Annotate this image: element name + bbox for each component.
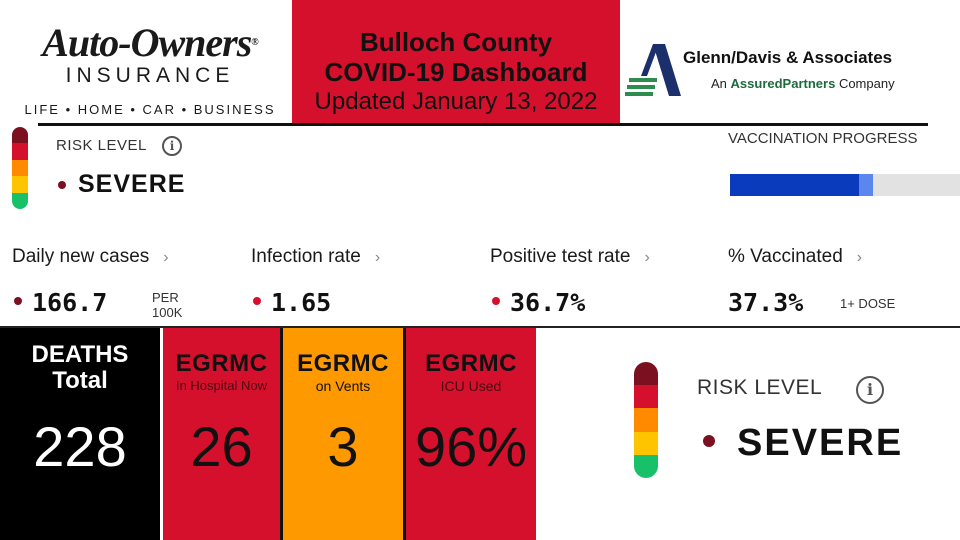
- auto-owners-insurance-text: INSURANCE: [65, 64, 235, 87]
- metric-percent-vaccinated[interactable]: % Vaccinated › 37.3% 1+ DOSE: [728, 246, 895, 317]
- metric-value: 166.7: [32, 288, 108, 317]
- risk-scale-segment: [12, 176, 28, 193]
- icu-value: 96%: [414, 415, 528, 478]
- risk-dot: [703, 434, 715, 447]
- info-icon[interactable]: i: [162, 136, 182, 156]
- metric-value: 36.7%: [510, 288, 586, 317]
- header-divider: [38, 123, 928, 126]
- metric-name: Infection rate: [251, 246, 361, 267]
- title-dashboard: COVID-19 Dashboard: [324, 57, 588, 87]
- risk-level-label-large: RISK LEVEL: [697, 376, 823, 399]
- risk-scale-segment: [634, 362, 658, 386]
- risk-scale-segment: [634, 454, 658, 478]
- deaths-value: 228: [33, 415, 127, 478]
- tile-divider: [280, 328, 283, 540]
- metric-dot: [14, 297, 22, 305]
- updated-date: Updated January 13, 2022: [314, 88, 598, 115]
- chevron-right-icon: ›: [374, 249, 381, 266]
- risk-level-label: RISK LEVEL: [56, 137, 147, 154]
- metric-name: % Vaccinated: [728, 246, 843, 267]
- vaccination-progress-label: VACCINATION PROGRESS: [728, 130, 918, 147]
- assured-partners-text: AssuredPartners: [730, 76, 836, 91]
- hospital-subtitle: In Hospital Now: [175, 378, 268, 393]
- risk-scale-segment: [634, 431, 658, 455]
- icu-title: EGRMC: [425, 350, 517, 377]
- vaccination-full-fill: [730, 174, 859, 196]
- metric-infection-rate[interactable]: Infection rate › 1.65: [251, 246, 381, 317]
- info-icon[interactable]: i: [856, 376, 884, 404]
- vents-value: 3: [327, 415, 359, 478]
- glenn-davis-mark-icon: [625, 44, 681, 96]
- hospital-value: 26: [190, 415, 253, 478]
- glenn-davis-subtitle: An AssuredPartners Company: [711, 76, 895, 91]
- risk-scale-segment: [12, 159, 28, 177]
- metric-value: 1.65: [271, 288, 332, 317]
- registered-mark: ®: [251, 37, 259, 48]
- vents-title: EGRMC: [297, 350, 389, 377]
- chevron-right-icon: ›: [644, 249, 650, 266]
- risk-level-value-large: SEVERE: [703, 422, 903, 465]
- deaths-total-tile: DEATHS Total 228: [0, 328, 160, 540]
- risk-dot: [58, 181, 66, 190]
- dashboard-title-box: Bulloch County COVID-19 Dashboard Update…: [292, 0, 620, 123]
- risk-scale-segment: [634, 408, 658, 432]
- hospital-tile: EGRMC In Hospital Now 26: [163, 328, 280, 540]
- glenn-davis-logo: Glenn/Davis & Associates An AssuredPartn…: [625, 40, 955, 100]
- metric-positive-test-rate[interactable]: Positive test rate › 36.7%: [490, 246, 650, 317]
- icu-subtitle: ICU Used: [440, 378, 502, 394]
- metric-value: 37.3%: [728, 288, 804, 317]
- deaths-subtitle: Total: [52, 367, 108, 394]
- auto-owners-tagline: LIFE • HOME • CAR • BUSINESS: [24, 102, 276, 117]
- metric-dot: [492, 297, 500, 305]
- hospital-title: EGRMC: [175, 350, 268, 377]
- risk-level-value: SEVERE: [58, 170, 185, 199]
- auto-owners-logo: Auto-Owners® INSURANCE LIFE • HOME • CAR…: [10, 20, 290, 117]
- metric-daily-new-cases[interactable]: Daily new cases › 166.7 PER 100K: [12, 246, 182, 320]
- metric-name: Positive test rate: [490, 246, 631, 267]
- deaths-title: DEATHS: [31, 341, 129, 368]
- glenn-davis-name: Glenn/Davis & Associates: [683, 48, 893, 67]
- auto-owners-wordmark: Auto-Owners: [42, 20, 252, 65]
- risk-scale-segment: [12, 143, 28, 160]
- risk-scale-bar-large: [634, 362, 658, 478]
- chevron-right-icon: ›: [163, 249, 169, 266]
- risk-scale-segment: [634, 385, 658, 409]
- chevron-right-icon: ›: [856, 249, 863, 266]
- section-divider: [0, 326, 960, 328]
- vents-tile: EGRMC on Vents 3: [283, 328, 403, 540]
- metric-name: Daily new cases: [12, 246, 150, 267]
- risk-scale-segment: [12, 192, 28, 209]
- risk-scale-bar: [12, 127, 28, 209]
- metric-dot: [253, 297, 261, 305]
- metric-unit: PER 100K: [152, 290, 183, 320]
- title-county: Bulloch County: [359, 27, 553, 57]
- vaccination-progress-bar: [730, 174, 960, 196]
- vents-subtitle: on Vents: [315, 378, 371, 394]
- metric-unit: 1+ DOSE: [840, 296, 896, 311]
- tile-divider: [403, 328, 406, 540]
- risk-scale-segment: [12, 127, 28, 144]
- icu-tile: EGRMC ICU Used 96%: [406, 328, 536, 540]
